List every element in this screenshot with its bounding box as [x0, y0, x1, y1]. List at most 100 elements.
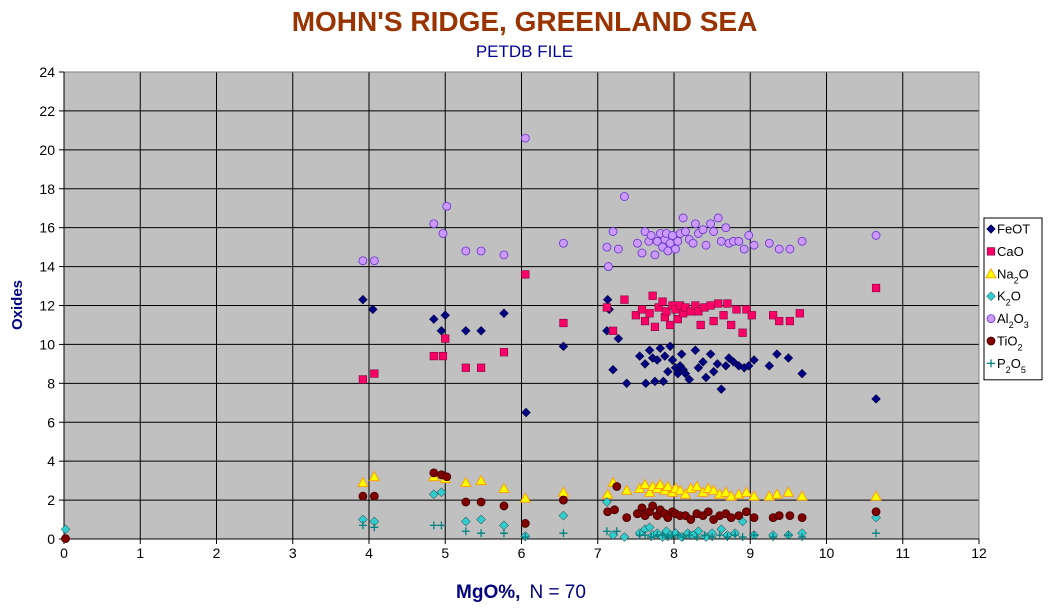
y-tick-label: 10 — [39, 336, 55, 352]
legend-item-na2o: Na2O — [985, 266, 1029, 285]
point-cao — [658, 297, 667, 306]
point-cao — [795, 309, 804, 318]
point-p2o5 — [673, 531, 682, 540]
point-tio2 — [461, 497, 471, 507]
point-feot — [764, 361, 775, 371]
legend-marker-tio2 — [986, 336, 996, 346]
point-cao — [775, 316, 784, 326]
point-al2o3 — [721, 223, 731, 233]
point-cao — [769, 311, 778, 320]
point-al2o3 — [744, 231, 754, 240]
point-feot — [680, 368, 691, 379]
point-feot — [499, 308, 509, 319]
point-al2o3 — [764, 238, 774, 248]
point-tio2 — [612, 482, 622, 491]
point-al2o3 — [706, 219, 715, 229]
chart-subtitle: PETDB FILE — [475, 42, 574, 61]
legend-marker-p2o5 — [987, 359, 995, 368]
point-feot — [716, 384, 727, 394]
point-k2o — [644, 522, 655, 533]
point-tio2 — [726, 513, 736, 522]
point-k2o — [60, 524, 71, 535]
point-tio2 — [520, 519, 530, 528]
y-tick-label: 12 — [39, 298, 55, 314]
point-k2o — [476, 514, 486, 525]
point-feot — [652, 355, 663, 365]
legend-label-subscript: 2 — [1014, 275, 1019, 285]
point-feot — [665, 341, 675, 352]
point-feot — [772, 349, 782, 359]
point-p2o5 — [798, 533, 807, 542]
point-feot — [743, 361, 754, 371]
legend-label-subscript: 2 — [1017, 343, 1022, 353]
legend-item-feot: FeOT — [986, 222, 1030, 237]
y-tick-label: 14 — [39, 259, 55, 275]
point-cao — [709, 316, 718, 326]
series-na2o — [357, 470, 882, 503]
y-tick-label: 6 — [47, 414, 55, 430]
x-tick-label: 1 — [136, 545, 144, 561]
point-na2o — [796, 490, 808, 501]
point-al2o3 — [749, 240, 759, 250]
point-p2o5 — [602, 527, 611, 536]
point-k2o — [693, 526, 704, 536]
point-cao — [714, 299, 723, 308]
x-tick-label: 7 — [594, 545, 602, 561]
point-feot — [558, 341, 569, 352]
point-cao — [640, 316, 650, 326]
point-tio2 — [742, 507, 751, 517]
point-al2o3 — [499, 250, 509, 260]
point-feot — [650, 376, 660, 387]
point-na2o — [639, 478, 651, 489]
point-p2o5 — [658, 531, 667, 540]
legend-label-text: P — [997, 356, 1006, 371]
gridlines — [63, 71, 980, 540]
point-cao — [620, 295, 629, 304]
y-tick-label: 22 — [39, 103, 55, 119]
x-axis-label-count: N = 70 — [529, 582, 586, 603]
point-cao — [742, 305, 751, 314]
series-al2o3 — [358, 133, 881, 271]
point-p2o5 — [738, 533, 747, 542]
y-tick-label: 16 — [39, 220, 55, 236]
point-k2o — [619, 532, 630, 542]
point-p2o5 — [723, 533, 732, 542]
point-cao — [871, 283, 881, 293]
point-cao — [637, 305, 647, 314]
point-al2o3 — [734, 236, 744, 246]
point-na2o — [460, 476, 472, 488]
point-p2o5 — [685, 531, 694, 540]
point-p2o5 — [700, 531, 709, 540]
legend-label-subscript: 2 — [1006, 298, 1011, 308]
point-cao — [559, 318, 568, 328]
point-p2o5 — [437, 521, 446, 530]
legend-label-subscript: 3 — [1024, 320, 1029, 330]
point-al2o3 — [673, 236, 683, 246]
legend-label: CaO — [997, 244, 1024, 259]
point-al2o3 — [797, 236, 807, 246]
point-cao — [461, 363, 470, 372]
point-cao — [662, 307, 671, 316]
point-tio2 — [442, 472, 452, 482]
point-na2o — [519, 492, 532, 503]
point-p2o5 — [663, 533, 672, 542]
point-al2o3 — [688, 238, 698, 248]
point-na2o — [654, 478, 667, 489]
point-al2o3 — [442, 201, 452, 211]
point-tio2 — [663, 513, 673, 522]
point-al2o3 — [785, 244, 795, 254]
point-feot — [783, 353, 794, 363]
point-feot — [690, 345, 701, 356]
y-tick-label: 24 — [39, 64, 55, 80]
point-tio2 — [61, 534, 70, 544]
point-k2o — [436, 487, 447, 498]
legend-label-subscript: 5 — [1021, 365, 1026, 375]
point-feot — [613, 333, 624, 344]
x-axis-label: MgO%, N = 70 — [456, 582, 586, 603]
series-tio2 — [61, 468, 881, 544]
point-feot — [440, 310, 451, 321]
point-k2o — [558, 510, 569, 521]
point-feot — [676, 349, 687, 359]
legend-label: Al2O3 — [997, 311, 1029, 330]
point-na2o — [740, 486, 753, 497]
